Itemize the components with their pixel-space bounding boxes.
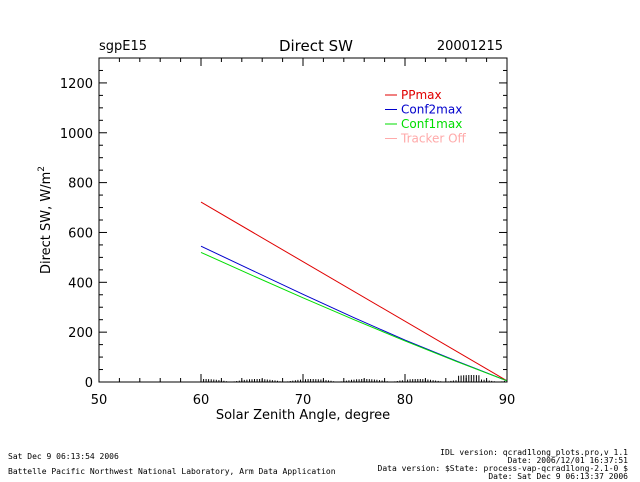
legend-label: PPmax (401, 88, 442, 102)
y-axis-label-sup: 2 (37, 166, 47, 172)
y-axis-label-text: Direct SW, W/m (39, 172, 54, 274)
footer-left-line2: Battelle Pacific Northwest National Labo… (8, 467, 336, 476)
chart-title: Direct SW (279, 37, 353, 55)
y-tick-label: 0 (85, 376, 93, 391)
x-tick-label: 90 (499, 393, 516, 408)
footer-right-line4: Date: Sat Dec 9 06:13:37 2006 (488, 472, 628, 481)
near-zero-spikes (200, 375, 508, 382)
date-label: 20001215 (437, 39, 503, 54)
y-tick-label: 400 (68, 276, 93, 291)
y-tick-label: 200 (68, 326, 93, 341)
x-tick-label: 80 (397, 393, 414, 408)
footer-left-line1: Sat Dec 9 06:13:54 2006 (8, 452, 119, 461)
series-line-conf1max (200, 251, 508, 382)
footer-right-line1: IDL version: qcrad1long_plots.pro,v 1.1 (440, 448, 628, 457)
footer-right-line2: Date: 2006/12/01 16:37:51 (507, 456, 628, 465)
series-line-conf2max (200, 245, 508, 382)
legend-label: Conf1max (401, 117, 462, 131)
x-tick-label: 70 (295, 393, 312, 408)
y-tick-label: 1200 (60, 77, 93, 92)
x-axis-label: Solar Zenith Angle, degree (216, 408, 390, 423)
site-label: sgpE15 (99, 39, 147, 54)
x-tick-label: 50 (91, 393, 108, 408)
footer-right-line3: Data version: $State: process-vap-qcrad1… (377, 464, 628, 473)
x-tick-label: 60 (193, 393, 210, 408)
legend-label: Tracker Off (400, 132, 467, 146)
y-tick-label: 1000 (60, 127, 93, 142)
series-line-ppmax (200, 201, 508, 382)
y-tick-label: 600 (68, 226, 93, 241)
y-axis-label: Direct SW, W/m2 (37, 166, 54, 274)
legend-label: Conf2max (401, 103, 462, 117)
series-layer (200, 201, 508, 382)
y-tick-label: 800 (68, 177, 93, 192)
near-zero-data (200, 375, 508, 382)
